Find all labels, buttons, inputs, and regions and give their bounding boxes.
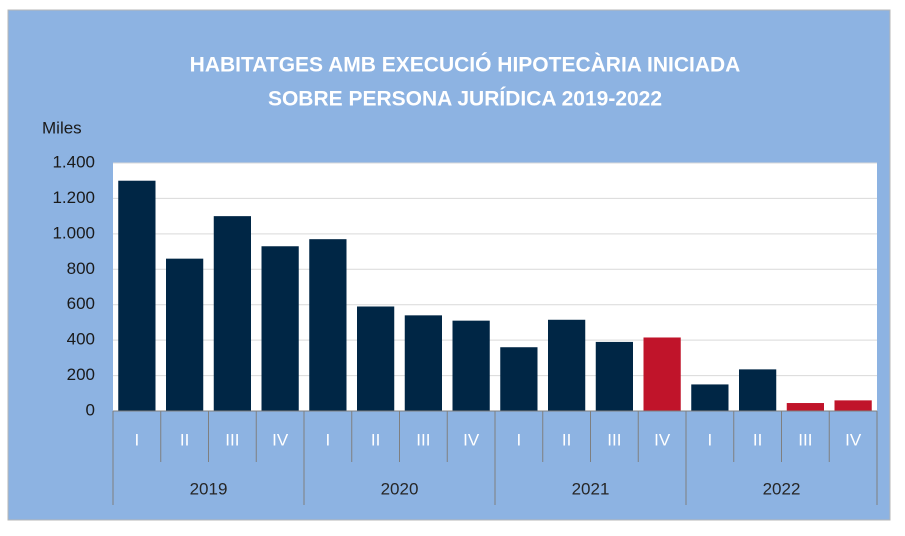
- bar: [548, 319, 586, 411]
- x-tick-label: I: [708, 430, 713, 449]
- bar: [309, 239, 347, 411]
- x-tick-label: III: [225, 430, 239, 449]
- y-tick-label: 1.000: [52, 223, 95, 242]
- bar: [404, 315, 442, 411]
- x-tick-label: IV: [463, 430, 480, 449]
- x-tick-label: I: [517, 430, 522, 449]
- y-tick-label: 800: [67, 259, 95, 278]
- bar: [834, 400, 872, 411]
- x-tick-label: II: [562, 430, 571, 449]
- bar: [357, 306, 395, 411]
- x-tick-label: IV: [845, 430, 862, 449]
- y-tick-label: 1.400: [52, 152, 95, 171]
- group-label: 2020: [381, 479, 419, 498]
- bar: [166, 258, 204, 411]
- x-tick-label: II: [753, 430, 762, 449]
- x-tick-label: III: [798, 430, 812, 449]
- bar: [786, 403, 824, 411]
- group-label: 2019: [190, 479, 228, 498]
- y-tick-label: 1.200: [52, 188, 95, 207]
- x-tick-label: III: [416, 430, 430, 449]
- group-label: 2021: [572, 479, 610, 498]
- x-tick-label: III: [607, 430, 621, 449]
- bar: [691, 384, 729, 411]
- x-tick-label: I: [135, 430, 140, 449]
- x-tick-label: IV: [272, 430, 289, 449]
- group-label: 2022: [763, 479, 801, 498]
- bar: [595, 341, 633, 411]
- bar: [261, 246, 299, 411]
- bar: [500, 347, 538, 411]
- y-tick-label: 200: [67, 365, 95, 384]
- bar: [118, 180, 156, 411]
- y-tick-label: 400: [67, 330, 95, 349]
- bar: [213, 216, 251, 411]
- bar: [643, 337, 681, 411]
- chart-title: SOBRE PERSONA JURÍDICA 2019-2022: [268, 88, 662, 111]
- chart-title: HABITATGES AMB EXECUCIÓ HIPOTECÀRIA INIC…: [190, 53, 741, 77]
- bar: [452, 320, 490, 411]
- x-tick-label: II: [371, 430, 380, 449]
- x-tick-label: I: [326, 430, 331, 449]
- y-axis-label: Miles: [42, 118, 82, 137]
- x-tick-label: II: [180, 430, 189, 449]
- bar: [739, 369, 777, 411]
- y-tick-label: 600: [67, 294, 95, 313]
- x-tick-label: IV: [654, 430, 671, 449]
- y-tick-label: 0: [86, 400, 95, 419]
